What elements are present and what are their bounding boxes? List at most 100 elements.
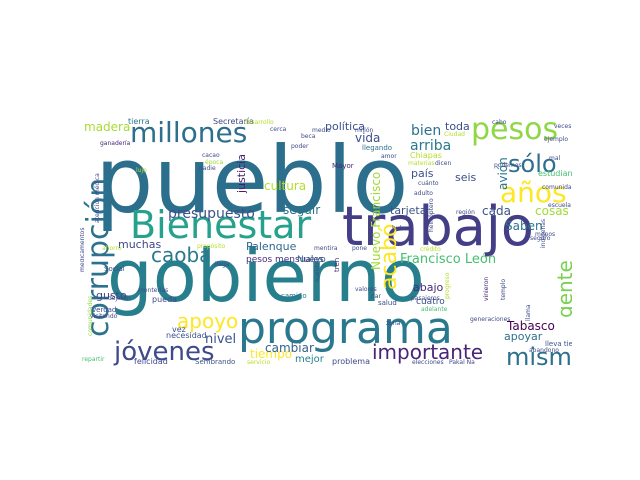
- word-nuevo-francisco: Nuevo Francisco: [369, 172, 383, 270]
- word-poder: poder: [291, 143, 309, 150]
- word-ahorro: ahorro: [102, 245, 122, 252]
- word-dicen: dicen: [435, 160, 451, 167]
- word-tren: tren: [333, 258, 341, 272]
- word-vinieron: vinieron: [483, 277, 490, 301]
- word-secretaria: Secretaría: [213, 117, 254, 126]
- word-medio: medio: [312, 127, 331, 134]
- word-justicia: justicia: [235, 154, 248, 194]
- word-elecciones: elecciones: [412, 359, 444, 366]
- word-gusto: gusto: [96, 289, 127, 302]
- word-hule: hule: [392, 225, 405, 232]
- word-trabajo: trabajo: [342, 195, 534, 258]
- word-gobierno: gobierno: [107, 234, 425, 318]
- word-seguir: seguir: [283, 203, 320, 217]
- word-atencion-medica: atención médica: [94, 173, 101, 223]
- word-arriba: arriba: [410, 138, 451, 154]
- word-templo: templo: [500, 279, 507, 300]
- word-nadie: nadie: [199, 165, 216, 172]
- word-materias: materias: [408, 160, 435, 167]
- word-bienestar: Bienestar: [130, 203, 311, 247]
- word-abajo: abajo: [413, 281, 444, 294]
- word-problema: problema: [332, 357, 370, 366]
- word-nuevo: Nuevo: [297, 255, 326, 265]
- word-tabasco: Tabasco: [506, 319, 555, 333]
- word-llegando: llegando: [362, 144, 392, 152]
- word-adelante: adelante: [421, 306, 448, 313]
- word-pakal-na: Pakal Na: [449, 359, 475, 366]
- word-repartir: repartir: [82, 356, 105, 363]
- word-cuatro: cuatro: [416, 297, 445, 307]
- word-seguro: seguro: [530, 235, 551, 242]
- word-comunidad: comunidad: [542, 184, 572, 191]
- word-cabo: cabo: [492, 119, 507, 126]
- word-amor: amor: [381, 153, 397, 160]
- word-chiapas: Chiapas: [410, 151, 442, 160]
- word-camino: camino: [281, 292, 307, 300]
- word-cambiar: cambiar: [265, 341, 314, 355]
- word-millon: millón: [355, 127, 374, 134]
- word-cacao: cacao: [202, 152, 220, 159]
- word-comunidades: comunidades: [87, 296, 94, 336]
- word-millones: millones: [130, 116, 247, 149]
- word-mal: mal: [549, 155, 561, 162]
- word-credito: crédito: [420, 246, 441, 253]
- word-ganaderia: ganadería: [100, 140, 131, 147]
- word-cuanto: cuánto: [418, 180, 439, 187]
- word-lujo: lujo: [136, 167, 147, 174]
- word-vez: vez: [172, 325, 186, 334]
- word-cada: cada: [482, 204, 511, 218]
- word-pueblo: pueblo: [95, 127, 409, 234]
- word-felicidad: felicidad: [134, 357, 168, 366]
- word-palenque: Palenque: [246, 240, 297, 253]
- word-cloud: pueblo gobierno trabajo programa Bienestar co…: [80, 107, 572, 370]
- word-seis: seis: [455, 171, 477, 184]
- word-cosas: cosas: [535, 204, 569, 218]
- word-progreso: progreso: [444, 272, 451, 299]
- word-cerca: cerca: [270, 126, 287, 133]
- word-escuela: escuela: [548, 202, 571, 209]
- word-ciudad: Ciudad: [444, 131, 465, 138]
- word-zona: zona: [386, 320, 401, 327]
- word-mismo: mismo: [506, 343, 572, 370]
- word-pone: pone: [352, 245, 367, 252]
- word-jovenes: jóvenes: [113, 337, 215, 367]
- word-cultura: cultura: [264, 179, 306, 193]
- word-dar: dar: [371, 293, 381, 300]
- word-pesos: pesos: [471, 112, 558, 147]
- word-llama: llama: [525, 304, 532, 321]
- word-francisco-leon: Francisco León: [400, 252, 496, 267]
- word-desarrollo: desarrollo: [244, 119, 274, 126]
- word-pesos-mensuales: pesos mensuales: [246, 255, 324, 265]
- word-epoca: época: [205, 159, 223, 166]
- word-mentira: mentira: [314, 245, 338, 252]
- word-generaciones: generaciones: [470, 316, 510, 323]
- word-presupuesto: presupuesto: [168, 206, 255, 222]
- word-verdad: verdad: [92, 306, 116, 314]
- word-proposito: propósito: [197, 243, 225, 250]
- word-mejor: mejor: [295, 354, 325, 365]
- word-saben: Saben: [505, 219, 543, 233]
- word-sembrando: Sembrando: [195, 358, 235, 366]
- word-importante: importante: [372, 340, 483, 364]
- word-medicamentos: medicamentos: [80, 228, 86, 272]
- word-estudiantes: estudiantes: [538, 169, 572, 178]
- word-caoba: caoba: [151, 243, 211, 267]
- word-dejaron: dejaron: [108, 295, 131, 302]
- word-indigenas: indígenas: [540, 219, 547, 248]
- word-veces: veces: [554, 123, 571, 130]
- word-region: región: [456, 209, 475, 216]
- word-lleva-tiempo: lleva tiempo: [545, 340, 572, 348]
- word-toda: toda: [445, 120, 470, 133]
- word-acabo: acabó: [377, 224, 402, 290]
- word-beca: beca: [301, 133, 316, 140]
- word-pasajeros: pasajeros: [411, 295, 440, 302]
- word-apoyo: apoyo: [177, 309, 238, 333]
- word-adulto: adulto: [414, 190, 433, 197]
- word-programa: programa: [238, 303, 453, 354]
- word-apoyar: apoyar: [504, 330, 543, 343]
- word-necesidad: necesidad: [166, 331, 207, 340]
- word-tarjeta: tarjeta: [390, 204, 426, 217]
- word-llega: llega: [215, 261, 230, 268]
- word-helicoptero: helicóptero: [428, 198, 435, 232]
